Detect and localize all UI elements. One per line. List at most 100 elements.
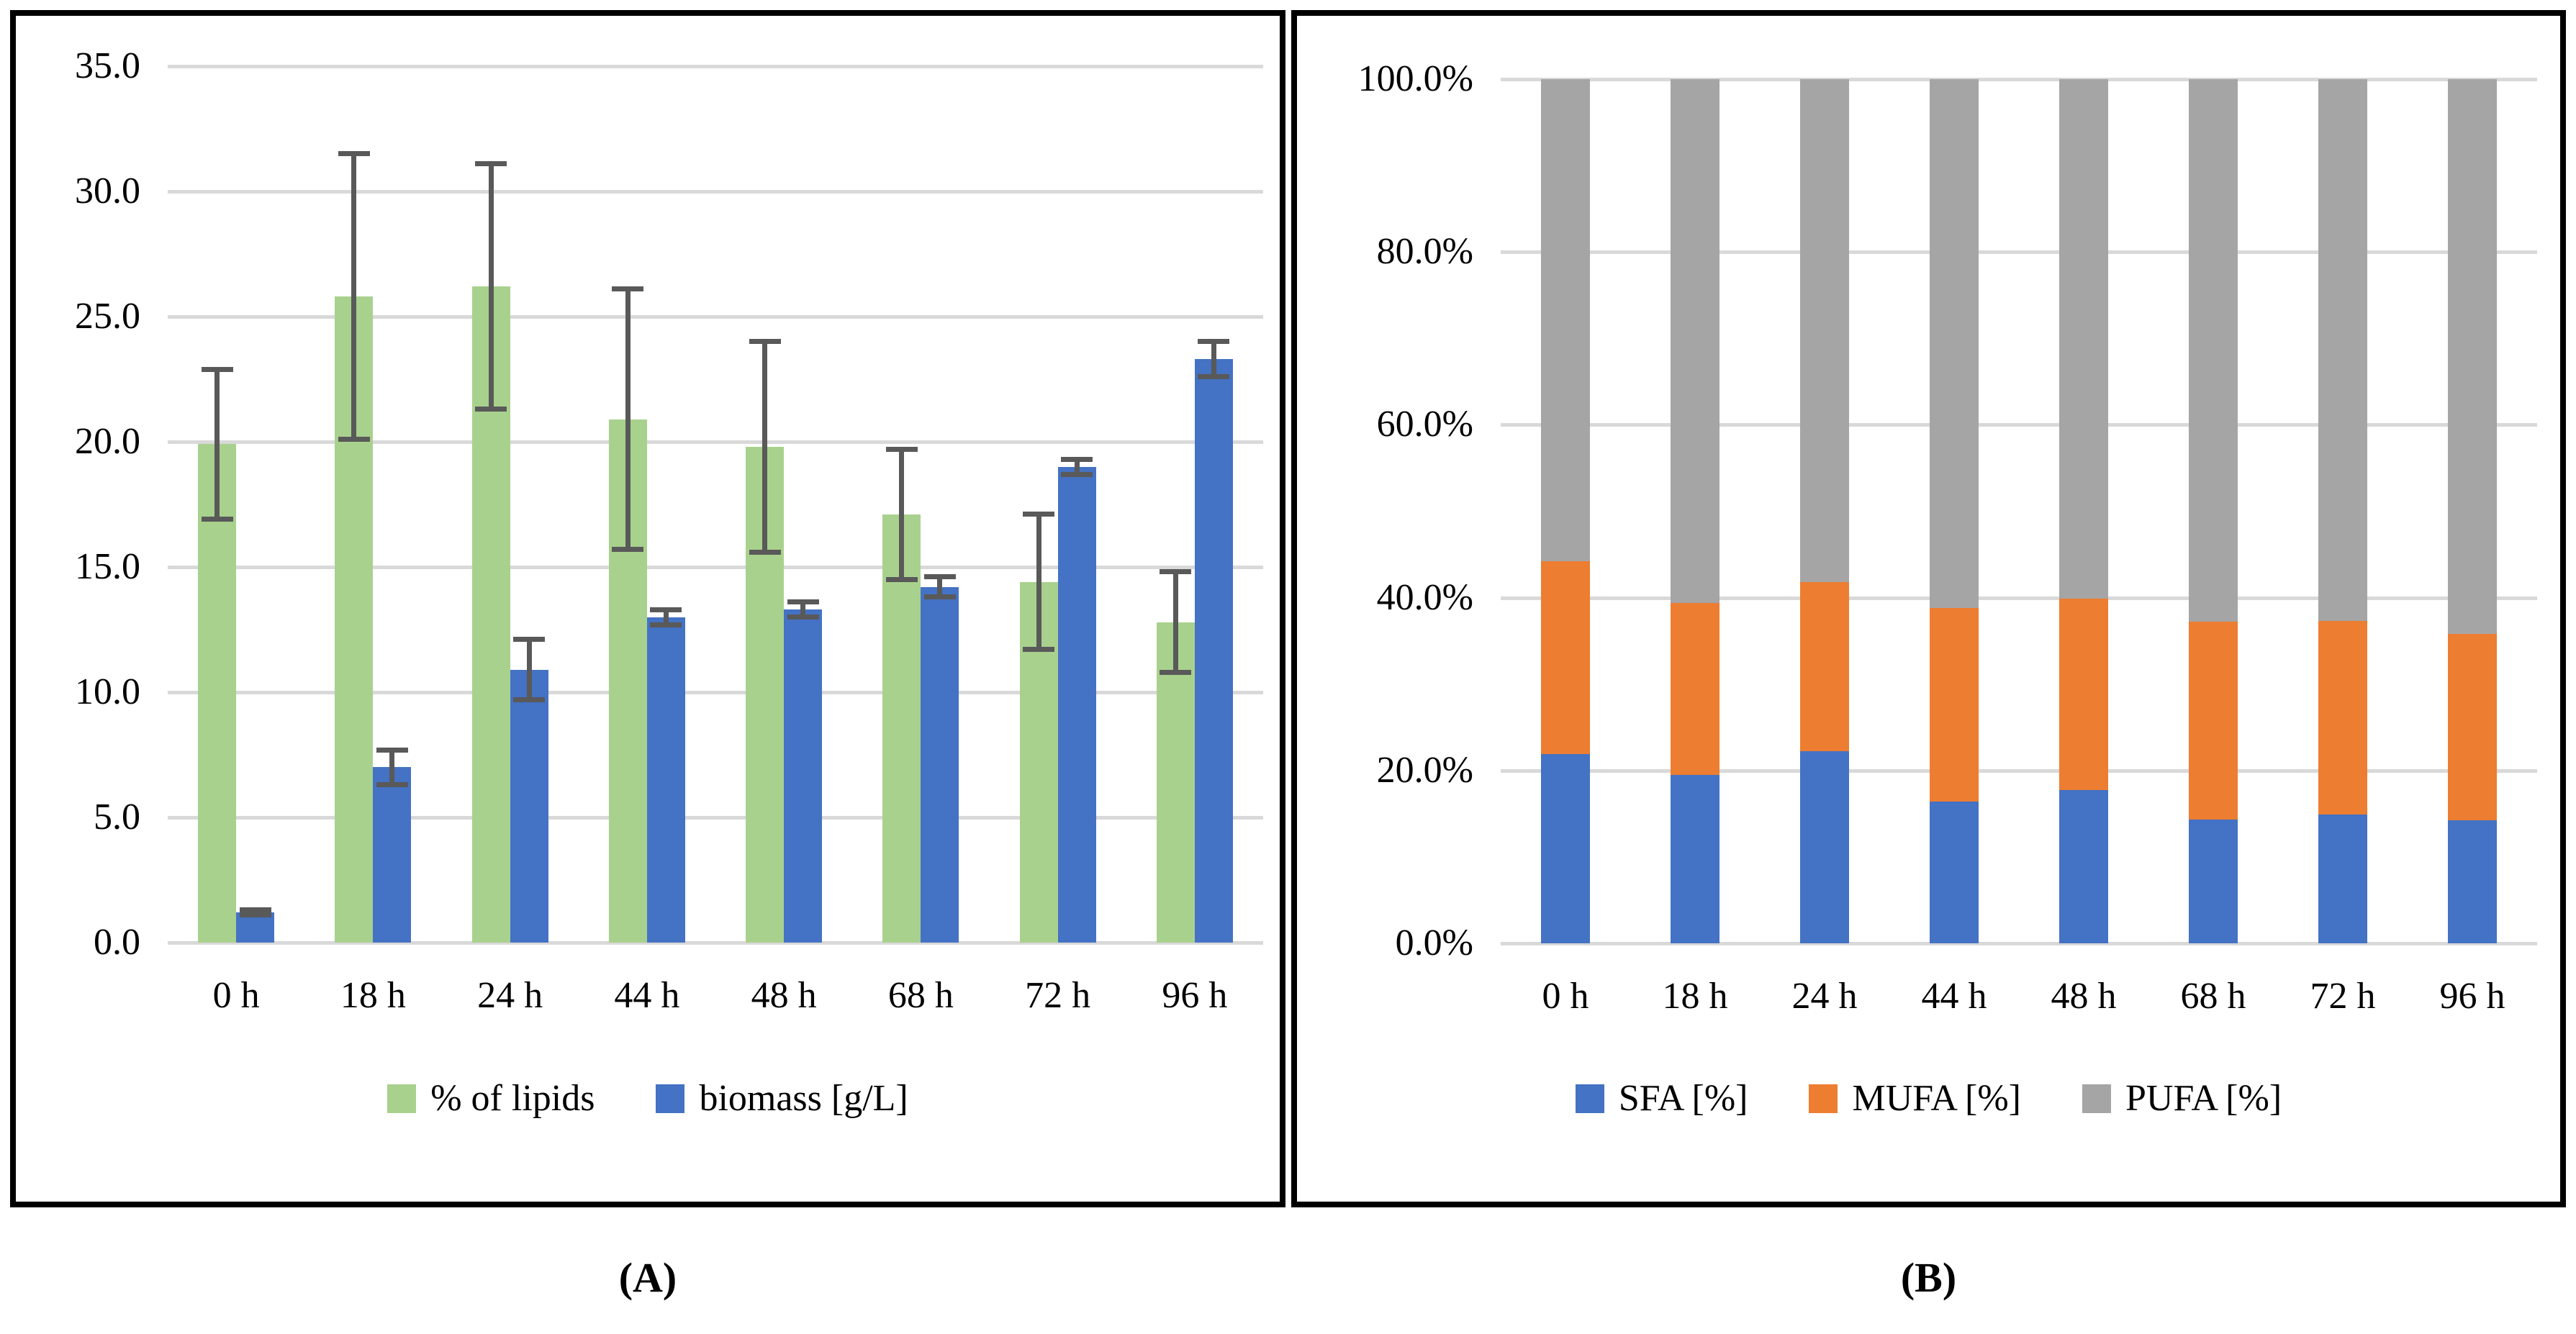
legend-label: MUFA [%] (1852, 1078, 2021, 1119)
caption-a: (A) (618, 1254, 677, 1301)
chart-b-plot (1501, 78, 2537, 945)
y-tick-label: 25.0 (75, 296, 140, 337)
segment-sfa--44h (1930, 802, 1979, 943)
grid-line (1501, 942, 2537, 945)
y-tick-label: 80.0% (1376, 231, 1473, 273)
error-bar-cap (513, 637, 546, 643)
y-tick-label: 5.0 (94, 797, 140, 838)
legend-label: % of lipids (430, 1078, 595, 1119)
error-bar-cap (787, 599, 819, 605)
grid-line (168, 816, 1263, 820)
y-tick-label: 0.0% (1395, 922, 1473, 963)
grid-line (168, 65, 1263, 68)
segment-pufa--0h (1541, 79, 1590, 562)
x-tick-label: 68 h (2180, 976, 2246, 1017)
bar-biomass-g-l--68h (921, 586, 959, 943)
error-bar-cap (1023, 647, 1055, 653)
y-tick-label: 30.0 (75, 171, 140, 212)
grid-line (168, 691, 1263, 694)
segment-sfa--68h (2189, 820, 2238, 943)
y-tick-label: 35.0 (75, 45, 140, 86)
grid-line (168, 315, 1263, 319)
legend-swatch-gray (2082, 1084, 2111, 1113)
chart-b-legend: SFA [%] MUFA [%] PUFA [%] (1297, 1077, 2560, 1120)
segment-mufa--0h (1541, 561, 1590, 754)
y-tick-label: 0.0 (94, 922, 140, 963)
bar-biomass-g-l--96h (1194, 359, 1233, 943)
panel-a-inner: % of lipids biomass [g/L] 0.0 5.0 10.0 15.0 2… (16, 16, 1280, 1202)
segment-mufa--72h (2318, 621, 2367, 815)
segment-sfa--0h (1541, 753, 1590, 943)
error-bar-cap (475, 407, 507, 412)
grid-line (168, 566, 1263, 569)
error-bar-stem (625, 286, 631, 553)
bar-biomass-g-l--44h (646, 617, 685, 943)
x-tick-label: 68 h (887, 975, 954, 1016)
grid-line (1501, 596, 2537, 600)
x-tick-label: 0 h (1542, 976, 1589, 1017)
grid-line (1501, 423, 2537, 427)
bar--of-lipids-0h (198, 444, 237, 943)
x-tick-label: 18 h (340, 975, 406, 1016)
x-tick-label: 18 h (1662, 976, 1728, 1017)
error-bar-cap (513, 697, 546, 702)
y-tick-label: 20.0 (75, 421, 140, 462)
error-bar-stem (214, 366, 220, 522)
error-bar-cap (475, 161, 507, 167)
error-bar-cap (376, 747, 408, 753)
legend-swatch-green (387, 1084, 417, 1113)
segment-pufa--96h (2448, 79, 2497, 635)
grid-line (168, 190, 1263, 194)
legend-swatch-orange (1809, 1084, 1838, 1113)
error-bar-cap (239, 912, 271, 918)
error-bar-stem (351, 151, 357, 442)
error-bar-cap (749, 339, 781, 345)
x-tick-label: 0 h (212, 975, 260, 1016)
error-bar-cap (201, 517, 233, 522)
error-bar-cap (338, 151, 370, 157)
error-bar-cap (650, 607, 682, 612)
chart-a-legend: % of lipids biomass [g/L] (16, 1077, 1280, 1120)
x-tick-label: 44 h (614, 975, 680, 1016)
caption-b: (B) (1900, 1254, 1957, 1301)
legend-item: MUFA [%] (1809, 1077, 2021, 1120)
segment-mufa--68h (2189, 622, 2238, 820)
segment-mufa--44h (1930, 608, 1979, 802)
x-tick-label: 72 h (1025, 975, 1091, 1016)
segment-sfa--24h (1800, 751, 1849, 943)
bar-biomass-g-l--48h (784, 609, 823, 943)
grid-line (1501, 250, 2537, 255)
error-bar-cap (612, 547, 644, 553)
bar-biomass-g-l--72h (1057, 466, 1096, 943)
segment-mufa--48h (2059, 598, 2108, 791)
error-bar-cap (1198, 339, 1230, 345)
error-bar-stem (899, 446, 905, 582)
legend-item: SFA [%] (1575, 1077, 1748, 1120)
error-bar-stem (526, 637, 532, 702)
segment-pufa--44h (1930, 79, 1979, 609)
error-bar-cap (885, 576, 918, 582)
error-bar-stem (800, 599, 806, 620)
segment-pufa--72h (2318, 79, 2367, 622)
segment-mufa--24h (1800, 582, 1849, 752)
error-bar-stem (762, 339, 768, 555)
error-bar-cap (612, 286, 644, 292)
x-tick-label: 72 h (2310, 976, 2376, 1017)
error-bar-cap (923, 574, 956, 580)
x-tick-label: 48 h (2051, 976, 2117, 1017)
error-bar-cap (650, 622, 682, 627)
error-bar-cap (1160, 569, 1192, 575)
error-bar-cap (749, 549, 781, 555)
error-bar-stem (663, 607, 669, 627)
chart-a-plot (168, 65, 1263, 945)
grid-line (168, 440, 1263, 444)
error-bar-cap (1198, 374, 1230, 379)
error-bar-cap (376, 782, 408, 788)
y-tick-label: 20.0% (1376, 749, 1473, 791)
segment-sfa--18h (1671, 774, 1719, 943)
error-bar-cap (1061, 471, 1093, 477)
x-tick-label: 24 h (1791, 976, 1858, 1017)
bar--of-lipids-96h (1156, 622, 1195, 943)
legend-item: PUFA [%] (2082, 1077, 2282, 1120)
error-bar-stem (389, 747, 395, 788)
